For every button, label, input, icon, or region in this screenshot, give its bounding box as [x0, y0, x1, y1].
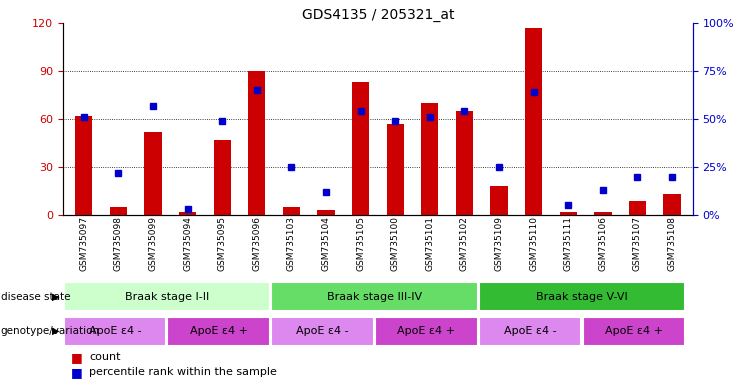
Bar [64, 282, 270, 311]
Bar [75, 116, 93, 215]
Bar [525, 28, 542, 215]
Text: Braak stage III-IV: Braak stage III-IV [327, 291, 422, 302]
Bar [248, 71, 265, 215]
Bar [317, 210, 335, 215]
Bar [491, 186, 508, 215]
Bar [167, 316, 270, 346]
Text: ApoE ε4 +: ApoE ε4 + [190, 326, 247, 336]
Bar [629, 200, 646, 215]
Bar [582, 316, 685, 346]
Text: ■: ■ [70, 351, 82, 364]
Bar [559, 212, 577, 215]
Text: ▶: ▶ [52, 291, 59, 302]
Bar [64, 316, 166, 346]
Bar [594, 212, 611, 215]
Text: count: count [89, 352, 121, 362]
Bar [110, 207, 127, 215]
Bar [375, 316, 478, 346]
Text: Braak stage I-II: Braak stage I-II [124, 291, 209, 302]
Text: ▶: ▶ [52, 326, 59, 336]
Text: disease state: disease state [1, 291, 70, 302]
Bar [663, 194, 681, 215]
Bar [479, 316, 582, 346]
Text: ApoE ε4 -: ApoE ε4 - [504, 326, 556, 336]
Bar [179, 212, 196, 215]
Bar [271, 316, 373, 346]
Bar [421, 103, 439, 215]
Text: Braak stage V-VI: Braak stage V-VI [536, 291, 628, 302]
Bar [144, 132, 162, 215]
Bar [213, 140, 231, 215]
Bar [352, 82, 369, 215]
Text: ApoE ε4 -: ApoE ε4 - [89, 326, 142, 336]
Bar [456, 111, 473, 215]
Text: percentile rank within the sample: percentile rank within the sample [89, 367, 277, 377]
Text: GDS4135 / 205321_at: GDS4135 / 205321_at [302, 8, 454, 22]
Text: genotype/variation: genotype/variation [1, 326, 100, 336]
Text: ApoE ε4 -: ApoE ε4 - [296, 326, 349, 336]
Text: ApoE ε4 +: ApoE ε4 + [397, 326, 456, 336]
Bar [271, 282, 478, 311]
Bar [283, 207, 300, 215]
Text: ■: ■ [70, 366, 82, 379]
Bar [479, 282, 685, 311]
Bar [387, 124, 404, 215]
Text: ApoE ε4 +: ApoE ε4 + [605, 326, 663, 336]
